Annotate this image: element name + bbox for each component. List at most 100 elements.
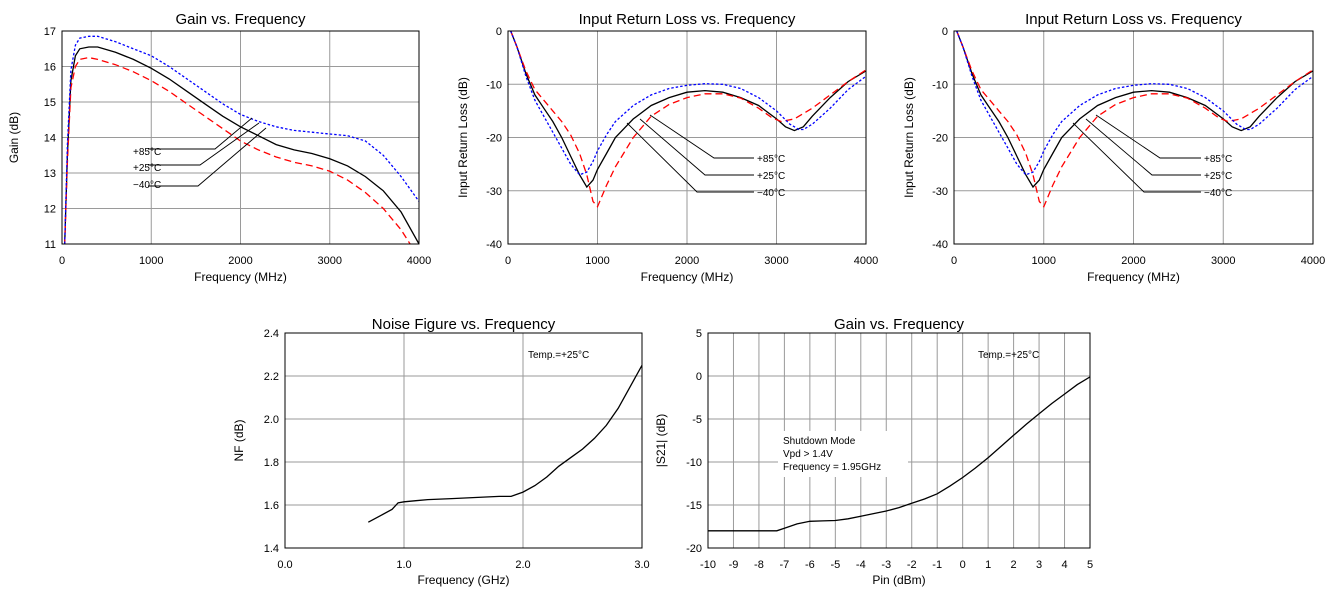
x-tick-label: 0.0 [277, 559, 292, 571]
y-tick-label: 1.8 [264, 457, 279, 469]
legend-leader-line [1095, 114, 1201, 159]
note-background [778, 431, 908, 477]
series-line-85C [64, 56, 411, 244]
y-axis-label: |S21| (dB) [654, 414, 668, 468]
x-tick-label: -8 [754, 559, 764, 571]
y-tick-label: 5 [696, 328, 702, 340]
series-line-85C [510, 31, 866, 208]
x-tick-label: 4 [1061, 559, 1067, 571]
y-tick-label: 1.6 [264, 500, 279, 512]
x-tick-label: 0 [505, 255, 511, 267]
x-tick-label: 2000 [1121, 255, 1145, 267]
x-tick-label: 1000 [1032, 255, 1056, 267]
y-tick-label: -30 [486, 186, 502, 198]
legend-leader-line [1085, 118, 1201, 176]
series-line [708, 376, 1090, 532]
chart-annotation: Frequency = 1.95GHz [783, 462, 881, 473]
y-tick-label: 0 [942, 26, 948, 38]
plot-frame [953, 30, 1314, 245]
legend-label: +85°C [133, 147, 161, 158]
y-tick-label: -5 [692, 414, 702, 426]
x-axis-label: Pin (dBm) [872, 573, 925, 587]
y-tick-label: -40 [932, 239, 948, 251]
legend-leader-line [649, 114, 754, 159]
y-tick-label: 0 [696, 371, 702, 383]
chart-annotation: Shutdown Mode [783, 436, 856, 447]
chart-title: Gain vs. Frequency [175, 11, 306, 28]
x-tick-label: 2000 [675, 255, 699, 267]
legend-leader-line [1072, 122, 1201, 193]
x-tick-label: -4 [856, 559, 866, 571]
x-tick-label: 4000 [1301, 255, 1325, 267]
chart-title: Input Return Loss vs. Frequency [579, 11, 796, 28]
x-tick-label: 2 [1011, 559, 1017, 571]
y-axis-label: Input Return Loss (dB) [902, 77, 916, 198]
y-tick-label: 13 [44, 168, 56, 180]
y-tick-label: 17 [44, 26, 56, 38]
x-tick-label: 4000 [407, 255, 431, 267]
y-tick-label: -20 [486, 133, 502, 145]
y-axis-label: Gain (dB) [7, 112, 21, 163]
x-tick-label: 0 [960, 559, 966, 571]
legend-label: +25°C [757, 171, 785, 182]
legend-leader-line [148, 117, 253, 150]
series-line-40C [956, 31, 1313, 176]
x-tick-label: 3 [1036, 559, 1042, 571]
legend-label: −40°C [757, 188, 785, 199]
series-line-40C [510, 31, 866, 176]
legend-label: +25°C [1204, 171, 1232, 182]
y-tick-label: -40 [486, 239, 502, 251]
legend-label: −40°C [133, 180, 161, 191]
y-axis-label: Input Return Loss (dB) [456, 77, 470, 198]
x-tick-label: -6 [805, 559, 815, 571]
legend-label: +85°C [1204, 154, 1232, 165]
x-tick-label: 5 [1087, 559, 1093, 571]
y-tick-label: 1.4 [264, 543, 279, 555]
series-line-25C [64, 46, 419, 244]
x-tick-label: 1 [985, 559, 991, 571]
x-axis-label: Frequency (MHz) [194, 270, 287, 284]
y-tick-label: -30 [932, 186, 948, 198]
chart-annotation: Vpd > 1.4V [783, 449, 833, 460]
y-tick-label: 15 [44, 97, 56, 109]
x-axis-label: Frequency (GHz) [417, 573, 509, 587]
legend-leader-line [148, 127, 267, 187]
plot-frame [284, 332, 643, 549]
x-tick-label: 0 [59, 255, 65, 267]
y-tick-label: 2.2 [264, 371, 279, 383]
x-tick-label: 1000 [585, 255, 609, 267]
legend-leader-line [639, 118, 754, 176]
series-line-85C [956, 31, 1313, 208]
x-tick-label: 4000 [854, 255, 878, 267]
y-tick-label: -10 [686, 457, 702, 469]
y-tick-label: -20 [932, 133, 948, 145]
x-tick-label: -3 [881, 559, 891, 571]
x-tick-label: 3000 [764, 255, 788, 267]
series-line-40C [64, 35, 419, 244]
x-tick-label: -2 [907, 559, 917, 571]
series-line-25C [956, 31, 1313, 189]
y-axis-label: NF (dB) [232, 419, 246, 461]
chart-panel-1: 0 1000 2000 3000 4000 11 12 13 14 15 16 17 Gain vs. … [7, 11, 431, 284]
x-tick-label: -10 [700, 559, 716, 571]
y-tick-label: 0 [496, 26, 502, 38]
y-tick-label: 14 [44, 133, 56, 145]
x-tick-label: 3.0 [634, 559, 649, 571]
legend-label: −40°C [1204, 188, 1232, 199]
y-tick-label: 2.4 [264, 328, 279, 340]
series-line-25C [510, 31, 866, 189]
y-tick-label: -10 [486, 79, 502, 91]
x-tick-label: 1000 [139, 255, 163, 267]
chart-panel-5: -10 -9 -8 -7 -6 -5 -4 -3 -2 -1 0 1 2 3 4 5-20-15-10-505… [654, 316, 1093, 587]
plot-frame [61, 30, 420, 245]
x-tick-label: 3000 [318, 255, 342, 267]
chart-annotation: Temp.=+25°C [978, 350, 1039, 361]
chart-title: Gain vs. Frequency [834, 316, 965, 333]
chart-panel-3: 0 1000 2000 3000 4000 -40 -30 -20 -10 0 Input Retu… [902, 11, 1325, 284]
chart-panel-4: 0.0 1.0 2.0 3.0 1.4 1.6 1.8 2.0 2.2 2.4 Noise Figu… [232, 316, 650, 587]
legend-label: +25°C [133, 163, 161, 174]
x-tick-label: -7 [780, 559, 790, 571]
y-tick-label: 16 [44, 62, 56, 74]
series-line [367, 364, 642, 523]
